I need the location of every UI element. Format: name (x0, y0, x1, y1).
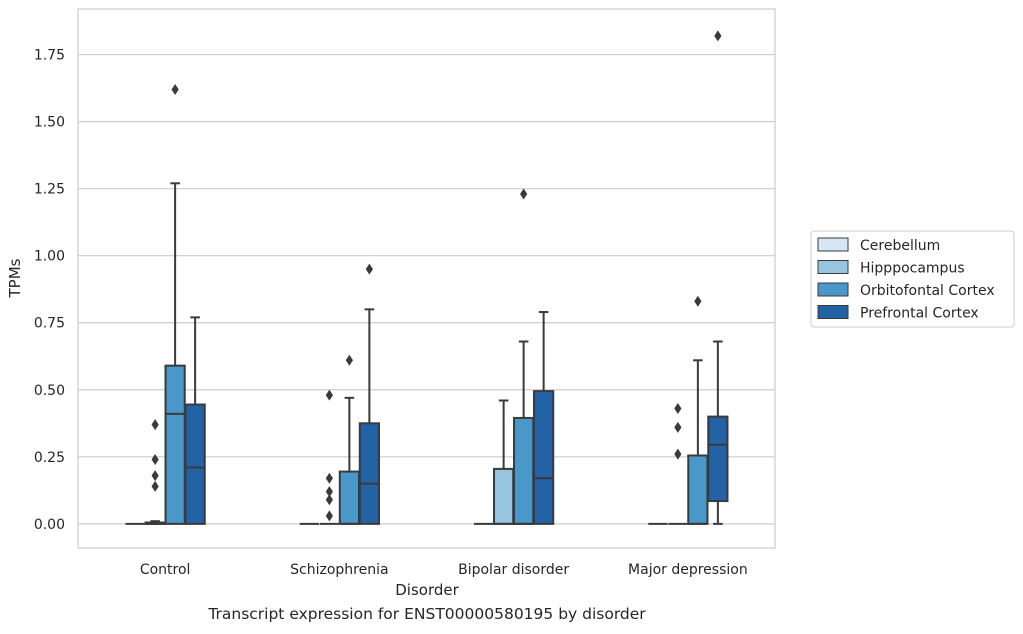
legend-label: Orbitofontal Cortex (860, 283, 995, 299)
legend-label: Cerebellum (860, 238, 940, 254)
outlier-point (520, 188, 528, 200)
box-3-2 (533, 311, 555, 525)
box-body (493, 467, 515, 525)
box-1-0 (144, 419, 166, 525)
y-tick-label: 1.00 (34, 249, 65, 265)
outlier-point (325, 486, 333, 498)
box-3-0 (184, 316, 206, 525)
box-body (707, 415, 729, 503)
outlier-point (325, 389, 333, 401)
box-1-3 (668, 403, 688, 525)
box-2-3 (687, 295, 709, 525)
x-tick-label: Control (140, 562, 191, 578)
box-1-2 (493, 399, 515, 525)
box-2-2 (513, 188, 535, 525)
x-tick-label: Schizophrenia (290, 562, 388, 578)
legend-swatch (817, 237, 849, 252)
outlier-point (365, 263, 373, 275)
y-tick-label: 1.50 (34, 115, 65, 131)
outlier-point (325, 472, 333, 484)
outlier-point (345, 354, 353, 366)
plot-area-frame (77, 8, 776, 549)
box-3-1 (358, 263, 380, 525)
box-body (687, 454, 709, 525)
outlier-point (151, 454, 159, 466)
chart-caption: Transcript expression for ENST0000058019… (208, 605, 646, 623)
legend-entries: Cerebellum Hipppocampus Orbitofontal Corte… (817, 237, 995, 322)
legend-label: Hipppocampus (860, 261, 965, 277)
legend: Cerebellum Hipppocampus Orbitofontal Corte… (810, 230, 1015, 328)
outlier-point (325, 510, 333, 522)
outlier-point (151, 419, 159, 431)
box-body (184, 403, 206, 525)
x-tick-label: Major depression (628, 562, 748, 578)
outlier-point (714, 30, 722, 42)
outlier-point (674, 448, 682, 460)
outlier-point (694, 295, 702, 307)
box-1-1 (319, 389, 339, 525)
legend-swatch (817, 260, 849, 274)
legend-swatch (817, 282, 849, 297)
outlier-point (674, 421, 682, 433)
y-tick-label: 0.75 (34, 316, 65, 332)
x-tick-labels: Control Schizophrenia Bipolar disorder Majo… (140, 562, 748, 578)
box-body (533, 390, 555, 525)
y-axis-title: TPMs (6, 258, 24, 298)
box-body (513, 416, 535, 525)
legend-frame (810, 230, 1015, 328)
boxes (125, 30, 729, 525)
x-axis-title: Disorder (395, 581, 459, 599)
box-body (358, 422, 380, 525)
y-tick-label: 0.50 (34, 383, 65, 399)
y-tick-label: 1.25 (34, 182, 65, 198)
outlier-point (151, 470, 159, 482)
y-tick-labels: 0.00 0.25 0.50 0.75 1.00 1.25 1.50 1.75 (34, 48, 65, 533)
x-tick-label: Bipolar disorder (458, 562, 569, 578)
legend-label: Prefrontal Cortex (860, 306, 979, 322)
box-body (338, 470, 360, 525)
outlier-point (674, 403, 682, 415)
y-tick-label: 1.75 (34, 48, 65, 64)
y-tick-label: 0.25 (34, 450, 65, 466)
box-2-1 (338, 354, 360, 525)
box-3-3 (707, 30, 729, 525)
box-body (164, 364, 186, 525)
legend-swatch (817, 305, 849, 319)
outlier-point (151, 480, 159, 492)
y-tick-label: 0.00 (34, 517, 65, 533)
outlier-point (171, 83, 179, 95)
outlier-point (325, 494, 333, 506)
